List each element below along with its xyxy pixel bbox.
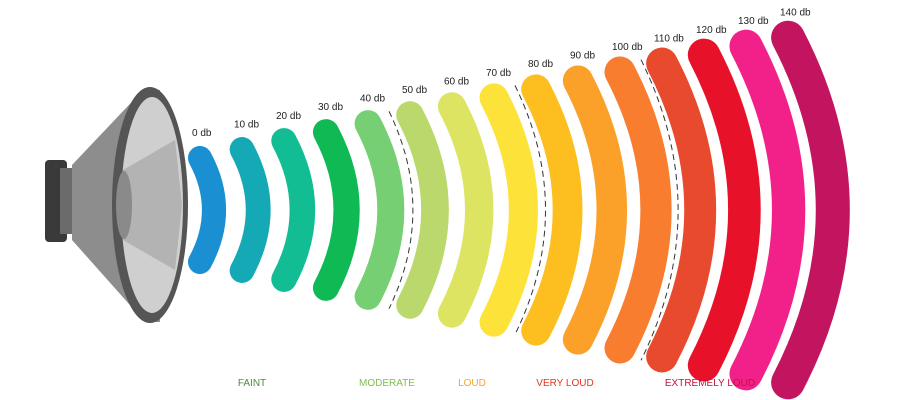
sound-wave xyxy=(271,128,315,292)
category-label: EXTREMELY LOUD xyxy=(665,378,755,389)
level-label: 30 db xyxy=(318,102,343,113)
level-label: 50 db xyxy=(402,85,427,96)
category-label: VERY LOUD xyxy=(536,378,593,389)
sound-wave xyxy=(312,119,360,301)
sound-wave xyxy=(354,110,405,310)
category-label: MODERATE xyxy=(359,378,415,389)
level-label: 130 db xyxy=(738,16,769,27)
speaker-back xyxy=(60,168,74,234)
level-label: 80 db xyxy=(528,59,553,70)
level-label: 100 db xyxy=(612,42,643,53)
level-label: 40 db xyxy=(360,94,385,105)
category-label: FAINT xyxy=(238,378,266,389)
speaker xyxy=(45,87,188,323)
sound-wave xyxy=(604,56,672,364)
sound-wave xyxy=(479,83,538,337)
group-separator xyxy=(514,85,546,335)
category-label: LOUD xyxy=(458,378,486,389)
level-label: 70 db xyxy=(486,68,511,79)
sound-wave xyxy=(396,101,449,319)
sound-wave xyxy=(229,137,271,283)
speaker-dustcap xyxy=(116,171,132,239)
group-separator xyxy=(640,59,679,361)
sound-wave xyxy=(729,29,806,391)
level-label: 110 db xyxy=(654,33,684,44)
sound-wave xyxy=(188,146,226,274)
level-label: 60 db xyxy=(444,76,469,87)
speaker-cone-shade xyxy=(123,140,182,270)
level-label: 90 db xyxy=(570,51,595,62)
sound-wave xyxy=(771,20,850,400)
level-label: 140 db xyxy=(780,8,811,19)
sound-wave xyxy=(437,92,494,328)
group-separator xyxy=(388,111,414,309)
sound-wave xyxy=(687,38,761,382)
level-label: 120 db xyxy=(696,25,727,36)
sound-wave xyxy=(521,74,583,346)
sound-wave xyxy=(562,65,627,355)
level-label: 10 db xyxy=(234,119,259,130)
sound-wave xyxy=(646,47,717,373)
level-label: 0 db xyxy=(192,128,212,139)
level-label: 20 db xyxy=(276,111,301,122)
